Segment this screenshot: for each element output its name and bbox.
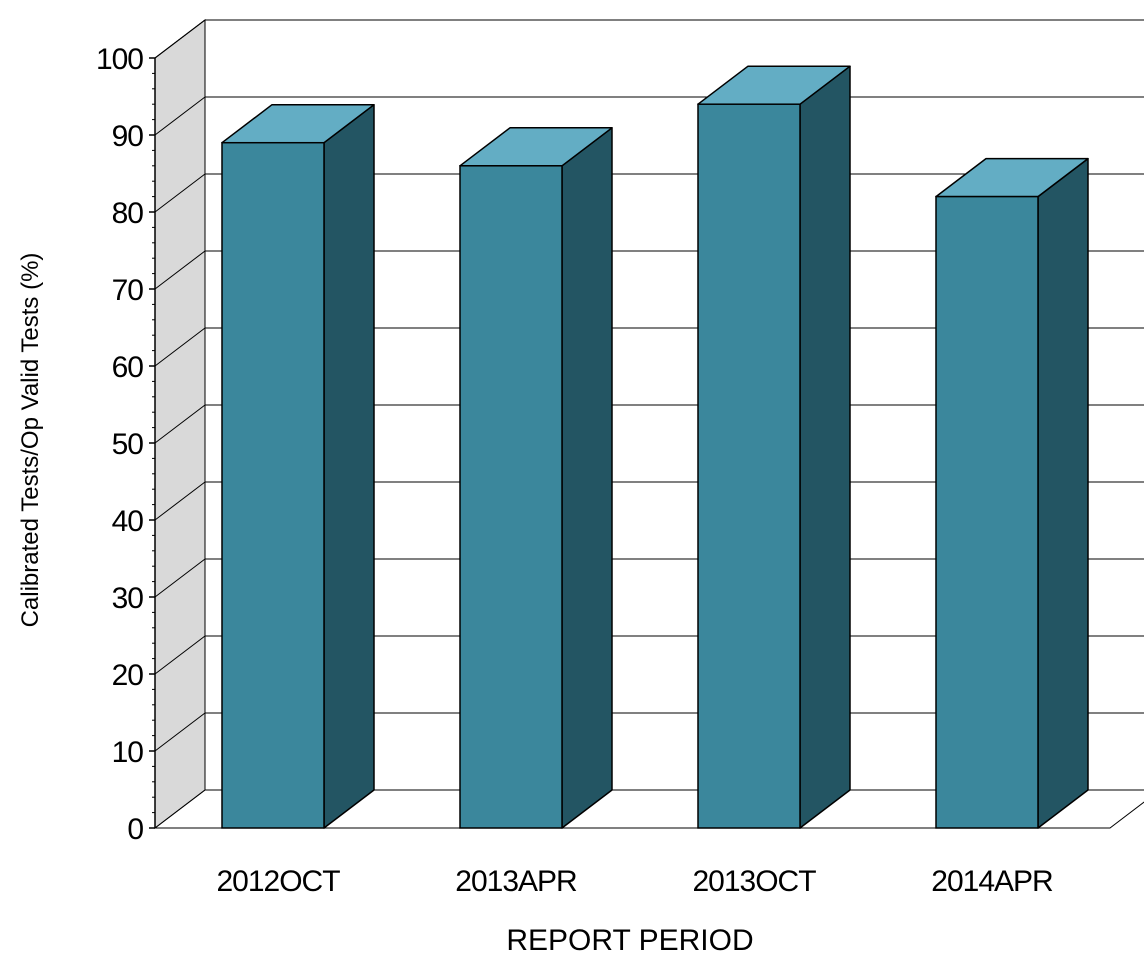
y-tick-label: 100 xyxy=(96,43,143,76)
y-tick-label: 40 xyxy=(112,505,144,538)
bar xyxy=(697,65,851,829)
x-axis-title: REPORT PERIOD xyxy=(506,924,753,957)
y-tick-label: 20 xyxy=(112,659,144,692)
y-tick-label: 10 xyxy=(112,736,144,769)
x-tick-label: 2014APR xyxy=(931,865,1053,898)
y-tick-label: 70 xyxy=(112,274,144,307)
bar-front xyxy=(697,103,801,829)
labels: Calibrated Tests/Op Valid Tests (%) REPO… xyxy=(17,253,1054,957)
bars xyxy=(221,65,1089,829)
y-axis: 0 10 20 30 40 50 60 70 80 90 100 xyxy=(96,43,156,846)
gridline-side xyxy=(154,635,206,675)
y-tick-label: 0 xyxy=(127,813,143,846)
wall-top-edge xyxy=(154,19,206,59)
gridline-side xyxy=(154,712,206,752)
y-tick-label: 90 xyxy=(112,120,144,153)
bar-side xyxy=(1037,157,1089,829)
gridline-side xyxy=(154,173,206,213)
gridline-side xyxy=(154,789,206,829)
y-tick-label: 60 xyxy=(112,351,144,384)
bar-side xyxy=(799,65,851,829)
x-tick-label: 2013APR xyxy=(455,865,577,898)
gridline-side xyxy=(154,481,206,521)
y-tick-label: 80 xyxy=(112,197,144,230)
y-tick-label: 50 xyxy=(112,428,144,461)
bar xyxy=(935,157,1089,829)
bar-side xyxy=(323,103,375,829)
bar-front xyxy=(935,195,1039,829)
x-tick-label: 2012OCT xyxy=(216,865,340,898)
y-tick-label: 30 xyxy=(112,582,144,615)
gridline-side xyxy=(154,327,206,367)
bar xyxy=(459,127,613,829)
bar-front xyxy=(221,141,325,829)
gridline-side xyxy=(154,558,206,598)
bar-front xyxy=(459,165,563,829)
gridline-side xyxy=(154,404,206,444)
gridline-side xyxy=(154,250,206,290)
gridline-side xyxy=(154,96,206,136)
bar-side xyxy=(561,127,613,829)
bar xyxy=(221,103,375,829)
x-tick-label: 2013OCT xyxy=(692,865,816,898)
y-axis-title: Calibrated Tests/Op Valid Tests (%) xyxy=(17,253,44,628)
